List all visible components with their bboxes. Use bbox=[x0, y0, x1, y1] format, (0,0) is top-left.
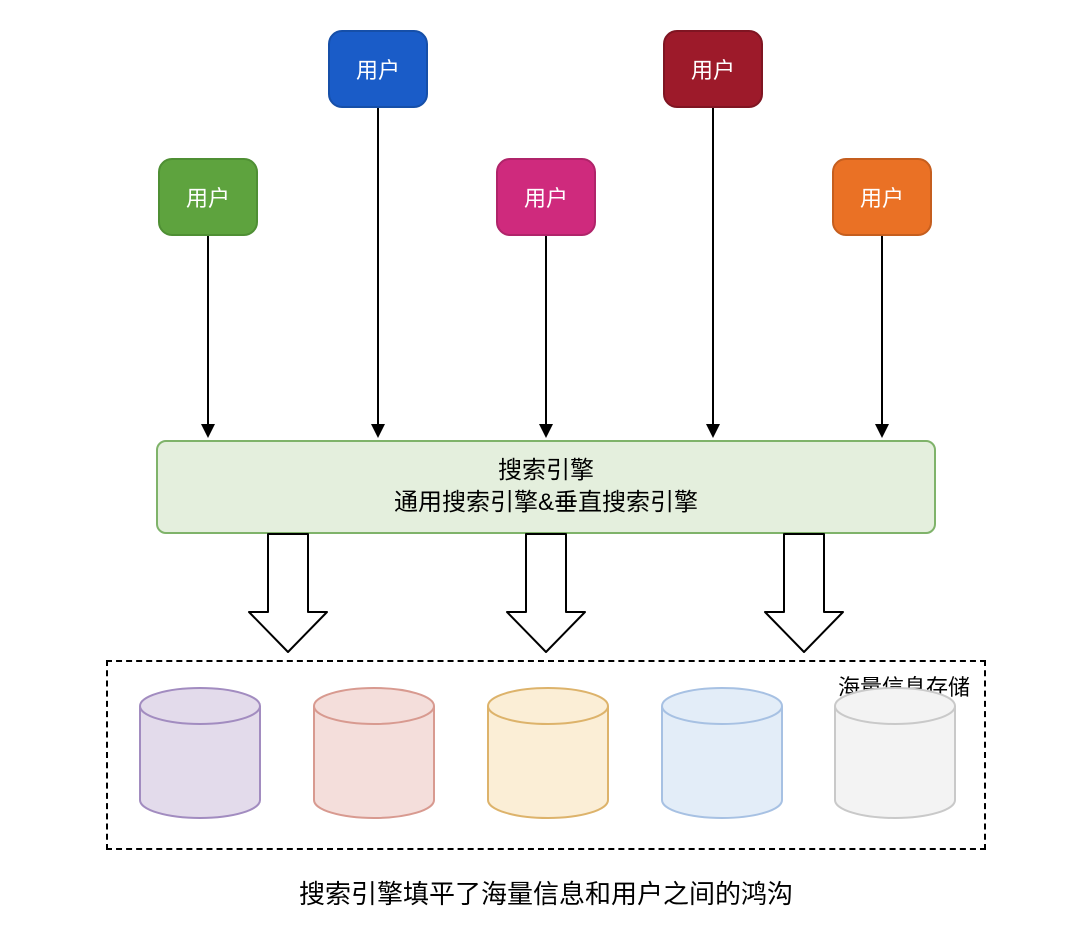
engine-subtitle: 通用搜索引擎&垂直搜索引擎 bbox=[394, 487, 698, 519]
user-box-1: 用户 bbox=[158, 158, 258, 236]
user-label: 用户 bbox=[186, 181, 230, 213]
user-box-4: 用户 bbox=[663, 30, 763, 108]
user-label: 用户 bbox=[524, 181, 568, 213]
user-label: 用户 bbox=[691, 53, 735, 85]
search-engine-box: 搜索引擎 通用搜索引擎&垂直搜索引擎 bbox=[156, 440, 936, 534]
user-label: 用户 bbox=[356, 53, 400, 85]
diagram-caption: 搜索引擎填平了海量信息和用户之间的鸿沟 bbox=[299, 874, 793, 911]
diagram-stage: 用户 用户 用户 用户 用户 搜索引擎 通用搜索引擎&垂直搜索引擎 海量信息存储… bbox=[0, 0, 1080, 951]
user-label: 用户 bbox=[860, 181, 904, 213]
engine-title: 搜索引擎 bbox=[498, 455, 594, 487]
user-box-2: 用户 bbox=[328, 30, 428, 108]
storage-label: 海量信息存储 bbox=[838, 670, 970, 702]
user-box-5: 用户 bbox=[832, 158, 932, 236]
user-box-3: 用户 bbox=[496, 158, 596, 236]
